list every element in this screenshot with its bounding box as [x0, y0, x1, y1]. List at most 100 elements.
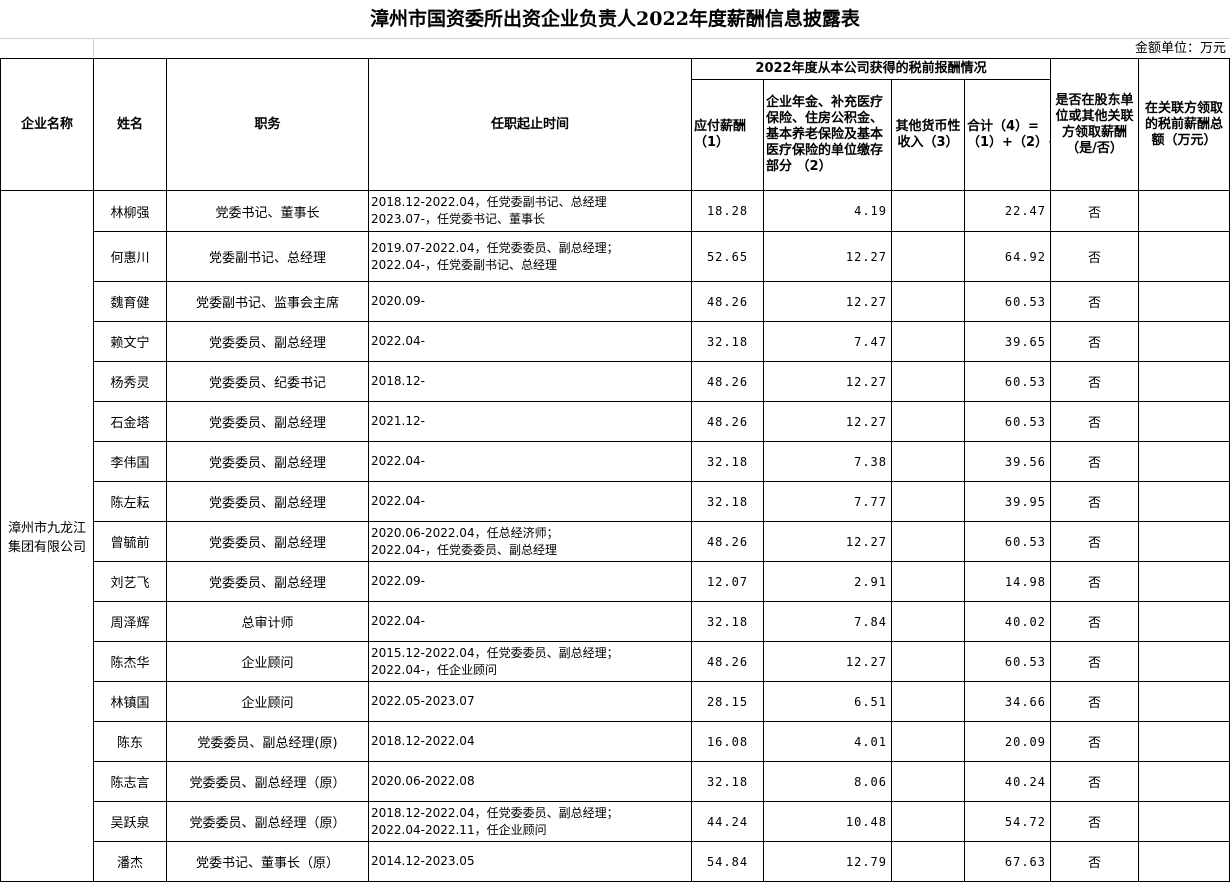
header-salary: 应付薪酬（1） — [691, 79, 764, 191]
position: 党委委员、副总经理 — [166, 401, 369, 442]
insurance: 12.27 — [763, 361, 892, 402]
amount-unit: 金额单位：万元 — [93, 39, 1230, 58]
person-name: 陈东 — [93, 721, 167, 762]
table-row: 漳州市九龙江集团有限公司 林柳强 党委书记、董事长 2018.12-2022.04，任… — [0, 190, 1230, 882]
header-position: 职务 — [166, 58, 369, 191]
header-company: 企业名称 — [0, 58, 94, 191]
position: 总审计师 — [166, 601, 369, 642]
total: 14.98 — [964, 561, 1051, 602]
insurance: 2.91 — [763, 561, 892, 602]
tenure-line: 2022.04-，任企业顾问 — [371, 662, 497, 677]
total: 60.53 — [964, 281, 1051, 322]
salary: 18.28 — [691, 190, 764, 232]
other-income — [891, 841, 965, 882]
related-amount — [1138, 361, 1230, 402]
person-name: 石金塔 — [93, 401, 167, 442]
total: 39.95 — [964, 481, 1051, 522]
tenure-line: 2020.09- — [371, 294, 425, 308]
tenure: 2022.04- — [368, 481, 692, 522]
tenure: 2014.12-2023.05 — [368, 841, 692, 882]
table-row: 何惠川 党委副书记、总经理 2019.07-2022.04，任党委委员、副总经理； 2… — [1, 231, 1230, 282]
related-flag: 否 — [1050, 641, 1139, 682]
related-flag: 否 — [1050, 401, 1139, 442]
table-row: 林镇国 企业顾问 2022.05-2023.07 28.15 6.51 34.66 否 — [1, 681, 1230, 722]
related-flag: 否 — [1050, 281, 1139, 322]
related-amount — [1138, 761, 1230, 802]
related-flag: 否 — [1050, 801, 1139, 842]
position: 党委委员、副总经理 — [166, 441, 369, 482]
salary: 54.84 — [691, 841, 764, 882]
tenure: 2015.12-2022.04，任党委委员、副总经理； 2022.04-，任企业顾… — [368, 641, 692, 682]
other-income — [891, 190, 965, 232]
other-income — [891, 281, 965, 322]
other-income — [891, 441, 965, 482]
person-name: 周泽辉 — [93, 601, 167, 642]
other-income — [891, 761, 965, 802]
related-amount — [1138, 281, 1230, 322]
insurance: 12.27 — [763, 641, 892, 682]
salary: 48.26 — [691, 521, 764, 562]
salary: 28.15 — [691, 681, 764, 722]
person-name: 何惠川 — [93, 231, 167, 282]
other-income — [891, 721, 965, 762]
related-flag: 否 — [1050, 361, 1139, 402]
person-name: 李伟国 — [93, 441, 167, 482]
table-row: 周泽辉 总审计师 2022.04- 32.18 7.84 40.02 否 — [1, 601, 1230, 642]
total: 60.53 — [964, 361, 1051, 402]
salary: 32.18 — [691, 481, 764, 522]
table-row: 潘杰 党委书记、董事长（原） 2014.12-2023.05 54.84 12.79 67… — [1, 841, 1230, 882]
related-amount — [1138, 231, 1230, 282]
other-income — [891, 401, 965, 442]
person-name: 赖文宁 — [93, 321, 167, 362]
total: 54.72 — [964, 801, 1051, 842]
tenure-line: 2020.06-2022.04，任总经济师； — [371, 525, 559, 540]
table-row: 李伟国 党委委员、副总经理 2022.04- 32.18 7.38 39.56 否 — [1, 441, 1230, 482]
other-income — [891, 681, 965, 722]
related-amount — [1138, 601, 1230, 642]
tenure: 2018.12-2022.04，任党委委员、副总经理； 2022.04-2022.… — [368, 801, 692, 842]
total: 60.53 — [964, 641, 1051, 682]
tenure: 2021.12- — [368, 401, 692, 442]
tenure: 2020.09- — [368, 281, 692, 322]
header-group: 2022年度从本公司获得的税前报酬情况 — [691, 58, 1051, 80]
position: 党委委员、副总经理 — [166, 481, 369, 522]
table-row: 魏育健 党委副书记、监事会主席 2020.09- 48.26 12.27 60.53 否 — [1, 281, 1230, 322]
position: 企业顾问 — [166, 641, 369, 682]
table-row: 刘艺飞 党委委员、副总经理 2022.09- 12.07 2.91 14.98 否 — [1, 561, 1230, 602]
person-name: 吴跃泉 — [93, 801, 167, 842]
table-row: 曾毓前 党委委员、副总经理 2020.06-2022.04，任总经济师； 2022.0… — [1, 521, 1230, 562]
person-name: 曾毓前 — [93, 521, 167, 562]
page-title: 漳州市国资委所出资企业负责人2022年度薪酬信息披露表 — [0, 0, 1230, 39]
insurance: 4.19 — [763, 190, 892, 232]
table-row: 陈志言 党委委员、副总经理（原） 2020.06-2022.08 32.18 8.06 4… — [1, 761, 1230, 802]
related-amount — [1138, 401, 1230, 442]
other-income — [891, 321, 965, 362]
tenure-line: 2021.12- — [371, 414, 425, 428]
position: 党委委员、副总经理（原） — [166, 761, 369, 802]
related-flag: 否 — [1050, 441, 1139, 482]
tenure-line: 2014.12-2023.05 — [371, 854, 475, 868]
tenure-line: 2022.04- — [371, 614, 425, 628]
related-flag: 否 — [1050, 761, 1139, 802]
related-flag: 否 — [1050, 561, 1139, 602]
position: 党委副书记、监事会主席 — [166, 281, 369, 322]
insurance: 8.06 — [763, 761, 892, 802]
position: 党委委员、副总经理 — [166, 561, 369, 602]
other-income — [891, 561, 965, 602]
person-name: 杨秀灵 — [93, 361, 167, 402]
tenure: 2018.12- — [368, 361, 692, 402]
person-name: 陈左耘 — [93, 481, 167, 522]
person-name: 刘艺飞 — [93, 561, 167, 602]
related-flag: 否 — [1050, 231, 1139, 282]
other-income — [891, 601, 965, 642]
person-name: 陈志言 — [93, 761, 167, 802]
insurance: 12.27 — [763, 521, 892, 562]
tenure-line: 2023.07-，任党委书记、董事长 — [371, 212, 545, 226]
tenure: 2020.06-2022.04，任总经济师； 2022.04-，任党委委员、副总经… — [368, 521, 692, 562]
total: 60.53 — [964, 521, 1051, 562]
person-name: 潘杰 — [93, 841, 167, 882]
tenure-line: 2022.04- — [371, 494, 425, 508]
tenure: 2020.06-2022.08 — [368, 761, 692, 802]
insurance: 6.51 — [763, 681, 892, 722]
tenure: 2022.09- — [368, 561, 692, 602]
